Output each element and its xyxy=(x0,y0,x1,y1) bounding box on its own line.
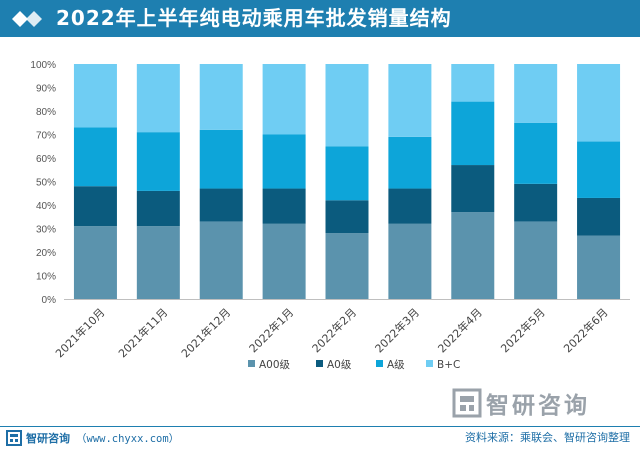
legend-swatch xyxy=(316,360,323,367)
y-tick-label: 50% xyxy=(36,178,56,189)
bar-segment xyxy=(262,134,306,189)
bar-segment xyxy=(262,223,306,299)
bar-segment xyxy=(136,64,180,133)
bar-segment xyxy=(136,226,180,299)
x-tick-label: 2022年2月 xyxy=(309,305,359,355)
y-tick-label: 60% xyxy=(36,154,56,165)
bar-segment xyxy=(199,221,243,299)
bar-segment xyxy=(388,188,432,224)
footer-divider xyxy=(0,426,640,427)
bar-segment xyxy=(514,122,558,184)
bar-segment xyxy=(262,64,306,135)
x-tick-label: 2021年11月 xyxy=(115,305,170,360)
bar-segment xyxy=(199,64,243,130)
bar-segment xyxy=(136,132,180,191)
brand-watermark: 智研咨询 xyxy=(452,386,590,420)
bar-segment xyxy=(73,186,117,227)
legend-swatch xyxy=(248,360,255,367)
y-tick-label: 10% xyxy=(36,272,56,283)
y-tick-label: 100% xyxy=(30,60,56,71)
y-tick-label: 40% xyxy=(36,201,56,212)
footer-source: 资料来源：乘联会、智研咨询整理 xyxy=(465,431,630,444)
bar-segment xyxy=(514,183,558,222)
bar-segment xyxy=(262,188,306,224)
bar-segment xyxy=(73,64,117,128)
bar-segment xyxy=(388,64,432,137)
bar-segment xyxy=(73,127,117,187)
stacked-bar-chart: 0% 10% 20% 30% 40% 50% 60% 70% 80% 90% 100% 2021年10… xyxy=(30,60,630,371)
bar-segment xyxy=(451,165,495,213)
bar-segment xyxy=(577,235,621,299)
legend-label: A0级 xyxy=(327,359,352,371)
y-tick-label: 70% xyxy=(36,131,56,142)
brand-logo-icon xyxy=(6,430,22,446)
footer-brand-name: 智研咨询 xyxy=(26,432,70,445)
bar-segment xyxy=(388,223,432,299)
legend-label: A00级 xyxy=(259,359,291,371)
y-tick-label: 20% xyxy=(36,248,56,259)
bar-segment xyxy=(514,221,558,299)
x-tick-label: 2021年10月 xyxy=(52,305,107,360)
x-tick-label: 2022年1月 xyxy=(246,305,296,355)
bar-segment xyxy=(577,197,621,236)
bar-segment xyxy=(577,64,621,142)
y-tick-label: 30% xyxy=(36,225,56,236)
bar-segment xyxy=(325,146,369,201)
x-tick-label: 2022年5月 xyxy=(498,305,548,355)
bar-segment xyxy=(577,141,621,198)
legend-label: B+C xyxy=(437,359,460,371)
diamond-arrows-icon xyxy=(12,11,42,27)
x-tick-label: 2021年12月 xyxy=(178,305,233,360)
x-tick-label: 2022年6月 xyxy=(560,305,610,355)
bar-segment xyxy=(388,136,432,189)
footer-brand: 智研咨询 （www.chyxx.com） xyxy=(6,429,179,447)
header-bar: 2022年上半年纯电动乘用车批发销量结构 xyxy=(0,0,640,37)
bar-segment xyxy=(451,101,495,166)
bar-segment xyxy=(325,200,369,234)
footer-website: （www.chyxx.com） xyxy=(76,432,180,445)
legend-label: A级 xyxy=(387,359,405,371)
bar-segment xyxy=(199,129,243,189)
y-tick-label: 0% xyxy=(42,295,57,306)
x-tick-label: 2022年4月 xyxy=(435,305,485,355)
legend-swatch xyxy=(376,360,383,367)
bar-segment xyxy=(73,226,117,299)
brand-watermark-text: 智研咨询 xyxy=(486,393,590,419)
bar-segment xyxy=(451,64,495,102)
brand-logo-icon xyxy=(452,388,482,418)
bar-segment xyxy=(199,188,243,222)
bar-segment xyxy=(136,190,180,227)
x-tick-label: 2022年3月 xyxy=(372,305,422,355)
bar-segment xyxy=(451,212,495,299)
page-title: 2022年上半年纯电动乘用车批发销量结构 xyxy=(56,6,452,30)
bar-segment xyxy=(325,233,369,299)
legend-swatch xyxy=(426,360,433,367)
y-tick-label: 80% xyxy=(36,107,56,118)
bar-segment xyxy=(514,64,558,123)
y-tick-label: 90% xyxy=(36,84,56,95)
bar-segment xyxy=(325,64,369,147)
